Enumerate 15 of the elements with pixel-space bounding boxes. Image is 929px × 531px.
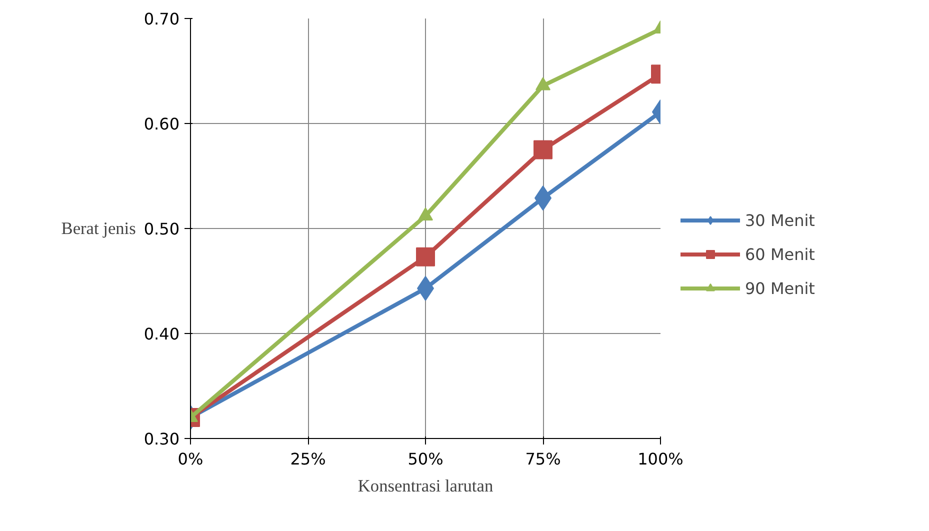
legend-label: 60 Menit [745,244,815,264]
legend-label: 90 Menit [745,278,815,298]
x-tick-label: 25% [290,450,326,468]
x-tick-label: 100% [638,450,684,468]
x-axis-title: Konsentrasi larutan [358,476,494,496]
x-tick-label: 0% [178,450,204,468]
x-tick-label: 75% [525,450,561,468]
y-tick-label: 0.50 [144,220,180,238]
y-tick-label: 0.60 [144,114,180,134]
y-tick-label: 0.40 [144,324,180,344]
y-tick-label: 0.30 [144,430,180,448]
x-tick-label: 50% [408,450,444,468]
y-tick-label: 0.70 [144,10,180,28]
legend-label: 30 Menit [745,210,815,230]
y-axis-title: Berat jenis [61,219,136,238]
